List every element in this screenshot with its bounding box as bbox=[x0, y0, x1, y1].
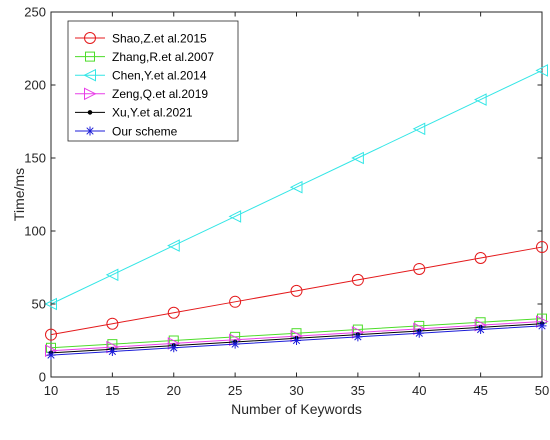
legend-marker bbox=[84, 87, 97, 101]
legend-label: Chen,Y.et al.2014 bbox=[112, 69, 207, 83]
x-tick-label: 30 bbox=[289, 383, 303, 398]
y-axis-label: Time/ms bbox=[11, 168, 27, 221]
data-point bbox=[230, 339, 240, 349]
series-layer bbox=[44, 64, 549, 360]
legend-item: Our scheme bbox=[75, 124, 178, 138]
y-tick-label: 100 bbox=[24, 224, 46, 239]
data-point bbox=[474, 252, 487, 265]
x-tick-label: 10 bbox=[44, 383, 58, 398]
data-point bbox=[413, 262, 426, 275]
data-point bbox=[105, 268, 119, 282]
y-tick-label: 150 bbox=[24, 151, 46, 166]
legend: Shao,Z.et al.2015 Zhang,R.et al.2007 Chen,… bbox=[67, 20, 239, 142]
data-point bbox=[292, 336, 301, 345]
y-tick-label: 250 bbox=[24, 5, 46, 20]
data-point bbox=[474, 93, 487, 106]
legend-label: Zhang,R.et al.2007 bbox=[112, 50, 214, 64]
series-1 bbox=[45, 241, 548, 341]
y-tick-label: 50 bbox=[32, 297, 46, 312]
x-tick-label: 15 bbox=[105, 383, 119, 398]
x-tick-label: 35 bbox=[351, 383, 365, 398]
legend-item: Xu,Y.et al.2021 bbox=[75, 106, 193, 120]
data-point bbox=[351, 151, 364, 165]
legend-item: Zhang,R.et al.2007 bbox=[75, 50, 214, 64]
legend-marker bbox=[85, 51, 95, 62]
y-tick-label: 0 bbox=[39, 370, 46, 385]
legend-label: Shao,Z.et al.2015 bbox=[112, 31, 207, 45]
legend-marker bbox=[85, 126, 95, 136]
data-point bbox=[45, 328, 57, 341]
legend-marker bbox=[84, 32, 96, 44]
series-3 bbox=[44, 64, 548, 311]
data-point bbox=[167, 306, 180, 319]
data-point bbox=[106, 317, 119, 330]
data-point bbox=[229, 295, 242, 308]
legend-item: Zeng,Q.et al.2019 bbox=[75, 87, 208, 101]
y-tick-label: 200 bbox=[24, 78, 46, 93]
series-line bbox=[50, 246, 543, 336]
data-point bbox=[167, 239, 180, 252]
x-tick-label: 40 bbox=[412, 383, 426, 398]
legend-item: Chen,Y.et al.2014 bbox=[75, 69, 207, 83]
data-point bbox=[289, 180, 303, 194]
x-axis-label: Number of Keywords bbox=[231, 401, 362, 417]
data-point bbox=[228, 210, 242, 223]
data-point bbox=[476, 325, 486, 335]
x-tick-label: 20 bbox=[167, 383, 181, 398]
data-point bbox=[46, 350, 56, 360]
data-point bbox=[351, 273, 364, 286]
legend-box bbox=[67, 20, 239, 142]
series-line bbox=[50, 69, 543, 305]
legend-marker bbox=[83, 68, 96, 82]
data-point bbox=[353, 332, 363, 342]
data-point bbox=[44, 297, 57, 311]
data-point bbox=[414, 328, 424, 338]
data-point bbox=[107, 346, 117, 356]
legend-label: Our scheme bbox=[112, 124, 178, 138]
data-point bbox=[536, 241, 548, 254]
data-point bbox=[169, 343, 179, 353]
legend-label: Zeng,Q.et al.2019 bbox=[112, 87, 208, 101]
x-tick-label: 45 bbox=[473, 383, 487, 398]
data-point bbox=[412, 122, 426, 136]
series-6 bbox=[46, 321, 547, 360]
data-point bbox=[537, 321, 547, 331]
legend-label: Xu,Y.et al.2021 bbox=[112, 106, 193, 120]
x-tick-label: 50 bbox=[535, 383, 549, 398]
data-point bbox=[535, 64, 548, 77]
tick-layer: 10 15 20 25 30 35 40 45 50 0 50 100 150 200 250 bbox=[24, 5, 549, 399]
legend-marker bbox=[87, 110, 93, 115]
data-point bbox=[290, 284, 303, 297]
legend-item: Shao,Z.et al.2015 bbox=[75, 31, 207, 45]
x-tick-label: 25 bbox=[228, 383, 242, 398]
